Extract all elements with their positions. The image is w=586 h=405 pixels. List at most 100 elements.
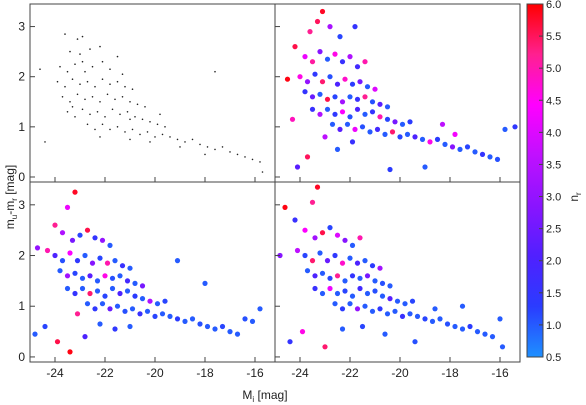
data-point — [92, 235, 98, 241]
data-point — [309, 59, 316, 65]
data-point — [234, 331, 241, 337]
data-point — [52, 222, 58, 228]
data-point — [126, 111, 129, 113]
data-point — [127, 265, 133, 271]
data-point — [261, 171, 264, 173]
data-point — [174, 316, 181, 322]
data-point — [362, 258, 368, 264]
data-point — [121, 73, 124, 75]
data-point — [357, 235, 363, 241]
x-tick-label: -16 — [246, 366, 264, 380]
data-point — [134, 116, 136, 118]
data-point — [352, 126, 358, 132]
data-point — [81, 108, 84, 111]
data-point — [42, 323, 48, 330]
data-point — [34, 245, 41, 251]
data-point — [382, 331, 388, 337]
data-point — [124, 131, 126, 133]
data-point — [227, 329, 233, 335]
data-point — [319, 290, 326, 297]
data-point — [409, 298, 416, 304]
data-point — [104, 260, 111, 266]
data-point — [76, 38, 79, 40]
data-point — [74, 311, 81, 317]
data-point — [342, 288, 348, 294]
data-point — [74, 258, 81, 264]
colorbar-tick-label: 0.5 — [546, 352, 561, 364]
data-point — [384, 116, 391, 122]
data-point — [69, 101, 71, 103]
y-tick-label: 1 — [18, 299, 25, 313]
data-point — [116, 55, 119, 58]
colorbar: 0.5 1.0 1.5 2.0 2.5 3.0 3.5 4.0 4.5 5.0 5.5 6.0 — [526, 0, 561, 364]
data-point — [249, 318, 256, 324]
data-point — [146, 131, 149, 133]
data-point — [349, 242, 356, 248]
data-point — [354, 96, 361, 102]
data-point — [327, 225, 333, 231]
data-point — [167, 313, 173, 319]
data-point — [204, 323, 211, 330]
data-point — [332, 94, 338, 100]
data-point — [44, 141, 46, 143]
data-point — [129, 101, 131, 103]
data-point — [342, 76, 348, 82]
y-tick-label: 3 — [18, 198, 25, 212]
data-point — [221, 146, 224, 148]
data-point — [512, 124, 518, 130]
data-point — [297, 74, 303, 80]
data-point — [82, 252, 88, 259]
data-point — [364, 290, 371, 297]
data-point — [214, 148, 216, 151]
data-point — [369, 99, 376, 105]
data-point — [154, 301, 161, 307]
data-point — [87, 273, 93, 279]
data-point — [199, 143, 201, 146]
data-point — [191, 138, 194, 141]
data-point — [282, 204, 288, 210]
data-point — [117, 290, 123, 297]
data-point — [144, 106, 146, 108]
data-point — [97, 255, 103, 261]
data-point — [314, 184, 321, 190]
colorbar-gradient — [526, 3, 544, 358]
data-point — [52, 252, 58, 259]
data-point — [101, 60, 104, 63]
data-point — [332, 111, 338, 117]
data-point — [377, 114, 383, 120]
data-point — [324, 96, 331, 102]
data-point — [339, 109, 346, 115]
data-point — [176, 138, 179, 141]
data-point — [121, 96, 124, 98]
data-point — [472, 149, 478, 155]
data-point — [319, 79, 326, 85]
data-point — [139, 283, 146, 289]
data-point — [302, 252, 308, 259]
data-point — [362, 303, 368, 309]
data-point — [229, 151, 231, 153]
data-point — [439, 121, 446, 127]
data-point — [407, 119, 413, 125]
data-point — [99, 101, 101, 103]
data-point — [79, 275, 86, 281]
data-point — [139, 296, 146, 302]
data-point — [59, 258, 66, 264]
data-point — [352, 24, 358, 30]
data-point — [382, 131, 388, 137]
data-point — [459, 303, 466, 309]
data-point — [329, 121, 336, 127]
data-point — [322, 344, 328, 350]
data-point — [387, 283, 393, 289]
colorbar-tick-label: 4.0 — [546, 127, 561, 139]
data-point — [342, 237, 348, 243]
data-point — [84, 301, 91, 307]
colorbar-tick-label: 2.5 — [546, 224, 561, 236]
data-point — [442, 141, 448, 147]
data-point — [339, 99, 346, 105]
data-point — [179, 146, 181, 148]
data-point — [109, 128, 111, 131]
data-point — [412, 339, 418, 345]
data-point — [339, 326, 346, 332]
data-point — [414, 313, 421, 319]
data-point — [332, 51, 338, 57]
